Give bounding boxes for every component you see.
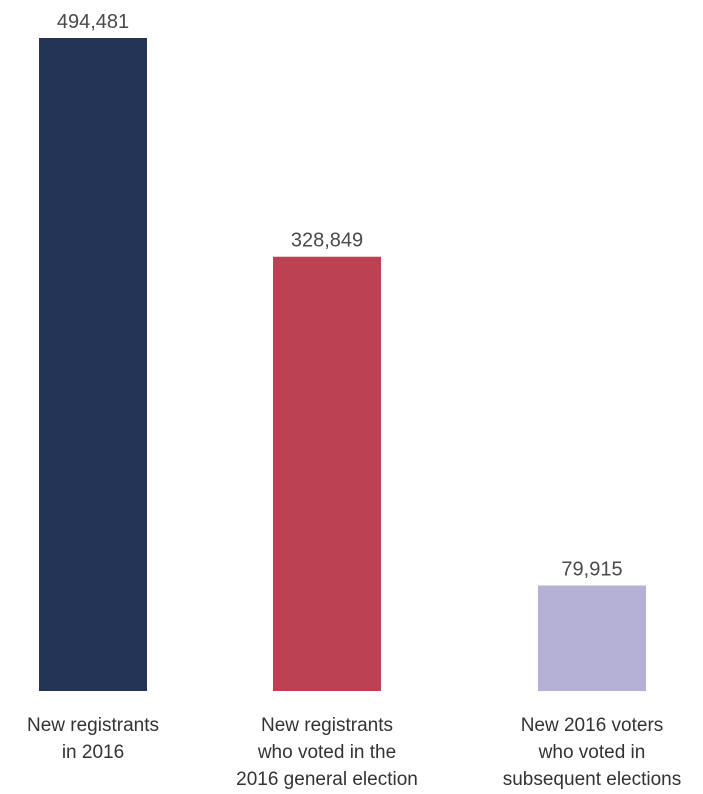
category-labels-group: New registrants in 2016 New registrants who… xyxy=(27,715,681,790)
category-label-3-line-3: subsequent elections xyxy=(503,769,682,790)
category-label-2-line-3: 2016 general election xyxy=(236,769,418,790)
value-label-2: 328,849 xyxy=(291,230,363,252)
bar-3 xyxy=(538,585,646,691)
category-label-3-line-2: who voted in xyxy=(538,742,646,763)
value-label-1: 494,481 xyxy=(57,11,129,33)
bar-1 xyxy=(39,38,147,691)
bars-group xyxy=(39,38,646,691)
value-labels-group: 494,481 328,849 79,915 xyxy=(57,11,623,580)
category-label-1-line-1: New registrants xyxy=(27,715,159,736)
category-label-1-line-2: in 2016 xyxy=(62,742,124,763)
category-label-2-line-2: who voted in the xyxy=(257,742,396,763)
bar-2 xyxy=(273,256,381,691)
category-label-2-line-1: New registrants xyxy=(261,715,393,736)
category-label-3-line-1: New 2016 voters xyxy=(521,715,664,736)
value-label-3: 79,915 xyxy=(561,558,622,580)
